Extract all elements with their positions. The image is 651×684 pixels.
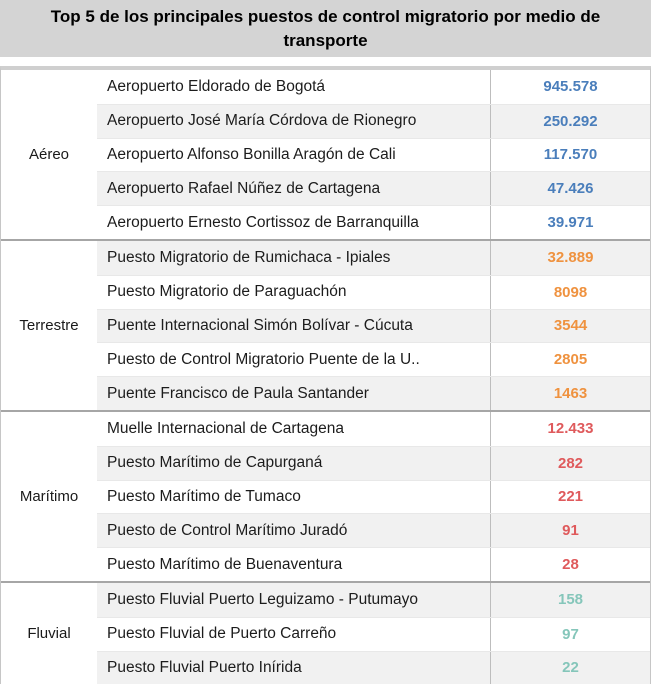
post-name: Muelle Internacional de Cartagena bbox=[107, 419, 344, 437]
table-row[interactable]: Puesto Migratorio de Paraguachón 8098 bbox=[97, 274, 650, 309]
post-name: Puesto Migratorio de Rumichaca - Ipiales bbox=[107, 248, 391, 266]
chart-title: Top 5 de los principales puestos de cont… bbox=[0, 0, 651, 57]
post-value: 12.433 bbox=[490, 411, 650, 446]
post-name: Aeropuerto Alfonso Bonilla Aragón de Cal… bbox=[107, 145, 396, 163]
post-name: Puesto Fluvial de Puerto Carreño bbox=[107, 625, 337, 643]
post-value: 221 bbox=[490, 480, 650, 514]
post-name: Aeropuerto Eldorado de Bogotá bbox=[107, 77, 326, 95]
post-name: Puesto Marítimo de Buenaventura bbox=[107, 555, 343, 573]
table-row[interactable]: Puesto de Control Migratorio Puente de l… bbox=[97, 342, 650, 377]
post-value: 97 bbox=[490, 617, 650, 651]
table-row[interactable]: Aeropuerto Alfonso Bonilla Aragón de Cal… bbox=[97, 137, 650, 172]
post-name: Puente Francisco de Paula Santander bbox=[107, 384, 369, 402]
group-label-fluvial[interactable]: Fluvial bbox=[1, 582, 97, 684]
post-name: Aeropuerto Rafael Núñez de Cartagena bbox=[107, 179, 381, 197]
table-row[interactable]: Puesto Fluvial Puerto Inírida 22 bbox=[97, 650, 650, 684]
group-label-aereo[interactable]: Aéreo bbox=[1, 70, 97, 239]
post-name: Puesto Migratorio de Paraguachón bbox=[107, 283, 347, 301]
post-value: 39.971 bbox=[490, 206, 650, 239]
table-row[interactable]: Puente Francisco de Paula Santander 1463 bbox=[97, 376, 650, 410]
post-value: 945.578 bbox=[490, 70, 650, 104]
post-name: Puesto de Control Marítimo Juradó bbox=[107, 521, 348, 539]
table-row[interactable]: Puesto Marítimo de Tumaco 221 bbox=[97, 479, 650, 514]
post-value: 2805 bbox=[490, 343, 650, 377]
transport-posts-table: Aéreo Aeropuerto Eldorado de Bogotá 945.… bbox=[0, 66, 651, 684]
post-value: 250.292 bbox=[490, 104, 650, 138]
post-name: Puesto Marítimo de Tumaco bbox=[107, 487, 301, 505]
post-value: 22 bbox=[490, 651, 650, 684]
table-row[interactable]: Puesto de Control Marítimo Juradó 91 bbox=[97, 513, 650, 548]
post-name: Puesto Fluvial Puerto Inírida bbox=[107, 658, 302, 676]
post-value: 32.889 bbox=[490, 240, 650, 275]
table-row[interactable]: Puesto Fluvial de Puerto Carreño 97 bbox=[97, 616, 650, 651]
table-row[interactable]: Aeropuerto Rafael Núñez de Cartagena 47.… bbox=[97, 171, 650, 206]
table-row[interactable]: Puesto Fluvial Puerto Leguizamo - Putuma… bbox=[97, 582, 650, 617]
post-value: 282 bbox=[490, 446, 650, 480]
post-value: 47.426 bbox=[490, 172, 650, 206]
group-terrestre: Terrestre Puesto Migratorio de Rumichaca… bbox=[1, 238, 650, 410]
post-value: 91 bbox=[490, 514, 650, 548]
post-name: Puesto Fluvial Puerto Leguizamo - Putuma… bbox=[107, 590, 419, 608]
group-label-maritimo[interactable]: Marítimo bbox=[1, 411, 97, 581]
post-name: Aeropuerto Ernesto Cortissoz de Barranqu… bbox=[107, 213, 419, 231]
group-aereo: Aéreo Aeropuerto Eldorado de Bogotá 945.… bbox=[1, 70, 650, 239]
table-row[interactable]: Aeropuerto José María Córdova de Rionegr… bbox=[97, 103, 650, 138]
table-row[interactable]: Puesto Marítimo de Capurganá 282 bbox=[97, 445, 650, 480]
table-row[interactable]: Aeropuerto Eldorado de Bogotá 945.578 bbox=[97, 70, 650, 104]
post-value: 158 bbox=[490, 582, 650, 617]
table-row[interactable]: Puente Internacional Simón Bolívar - Cúc… bbox=[97, 308, 650, 343]
group-fluvial: Fluvial Puesto Fluvial Puerto Leguizamo … bbox=[1, 580, 650, 684]
table-row[interactable]: Puesto Marítimo de Buenaventura 28 bbox=[97, 547, 650, 581]
post-value: 117.570 bbox=[490, 138, 650, 172]
group-label-terrestre[interactable]: Terrestre bbox=[1, 240, 97, 410]
post-value: 8098 bbox=[490, 275, 650, 309]
post-value: 1463 bbox=[490, 377, 650, 410]
table-row[interactable]: Puesto Migratorio de Rumichaca - Ipiales… bbox=[97, 240, 650, 275]
group-maritimo: Marítimo Muelle Internacional de Cartage… bbox=[1, 409, 650, 581]
post-value: 3544 bbox=[490, 309, 650, 343]
post-name: Puente Internacional Simón Bolívar - Cúc… bbox=[107, 316, 413, 334]
post-value: 28 bbox=[490, 548, 650, 581]
post-name: Puesto de Control Migratorio Puente de l… bbox=[107, 350, 420, 368]
table-row[interactable]: Aeropuerto Ernesto Cortissoz de Barranqu… bbox=[97, 205, 650, 239]
post-name: Aeropuerto José María Córdova de Rionegr… bbox=[107, 112, 417, 130]
post-name: Puesto Marítimo de Capurganá bbox=[107, 454, 323, 472]
table-row[interactable]: Muelle Internacional de Cartagena 12.433 bbox=[97, 411, 650, 446]
